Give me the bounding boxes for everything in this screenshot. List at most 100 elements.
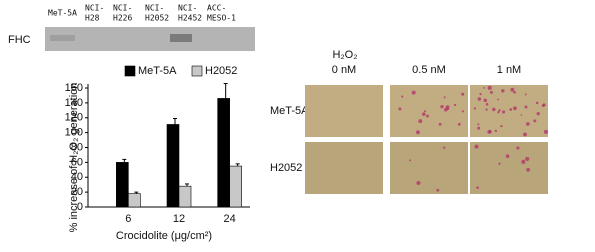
- blot-column-label: MeT-5A: [48, 9, 77, 18]
- stain-spot: [477, 123, 480, 126]
- micrograph: [305, 142, 383, 194]
- stain-spot: [461, 110, 465, 113]
- blot-strip: [45, 27, 255, 51]
- y-axis-label: % increase of H₂O₂ generation: [68, 83, 80, 233]
- blot-row-label: FHC: [8, 34, 31, 46]
- stain-spot: [422, 112, 426, 116]
- stain-spot: [513, 106, 517, 111]
- blot-column-label: MESO-1: [207, 14, 236, 23]
- stain-spot: [416, 181, 421, 186]
- y-tick-label: 80: [71, 141, 83, 153]
- micrograph-column-label: 1 nM: [497, 64, 521, 76]
- stain-spot: [436, 188, 440, 192]
- stain-spot: [524, 93, 527, 96]
- stain-spot: [442, 146, 446, 149]
- stain-spot: [525, 156, 530, 161]
- micrograph-column-label: 0 nM: [332, 64, 356, 76]
- blot-column-label: H2452: [178, 14, 202, 23]
- stain-spot: [543, 129, 549, 134]
- stain-spot: [536, 111, 540, 116]
- y-tick-label: 160: [65, 82, 83, 94]
- stain-spot: [443, 96, 446, 99]
- stain-spot: [418, 119, 423, 124]
- stain-spot: [497, 111, 500, 114]
- x-axis-label: Crocidolite (μg/cm²): [116, 230, 212, 242]
- blot-column-label: H226: [113, 14, 132, 23]
- stain-spot: [401, 95, 404, 98]
- stain-spot: [520, 114, 523, 116]
- blot-columns: MeT-5ANCI-H28NCI-H226NCI-H2052NCI-H2452A…: [48, 4, 236, 23]
- stain-spot: [513, 90, 516, 94]
- stain-spot: [461, 92, 465, 96]
- stain-spot: [453, 103, 457, 107]
- stain-spot: [510, 87, 515, 92]
- micrograph-header: H₂O₂: [332, 49, 357, 61]
- blot-column-label: NCI-: [85, 4, 104, 13]
- stain-spot: [523, 132, 527, 137]
- bar: [128, 193, 141, 208]
- stain-spot: [524, 105, 528, 109]
- stain-spot: [542, 103, 546, 107]
- stain-spot: [535, 101, 539, 105]
- bar: [229, 165, 242, 208]
- blot-column-label: H28: [85, 14, 100, 23]
- stain-spot: [516, 146, 520, 150]
- bar: [178, 185, 192, 208]
- micrograph: [470, 85, 548, 137]
- stain-spot: [533, 119, 537, 123]
- stain-spot: [415, 130, 420, 135]
- x-tick-label: 24: [224, 213, 236, 225]
- micrograph: [305, 85, 383, 137]
- legend-swatch: [124, 65, 136, 77]
- bar: [217, 98, 230, 208]
- stain-spot: [521, 159, 526, 164]
- stain-spot: [485, 108, 488, 111]
- y-tick-label: 40: [71, 171, 83, 183]
- stain-spot: [489, 90, 493, 94]
- stain-spot: [457, 122, 461, 126]
- micrograph: [390, 142, 468, 194]
- stain-spot: [498, 162, 501, 165]
- stain-spot: [526, 122, 530, 126]
- stain-spot: [485, 102, 489, 106]
- stain-spot: [398, 107, 402, 111]
- blot-column-label: H2052: [145, 14, 169, 23]
- blot-column-label: NCI-: [178, 4, 197, 13]
- stain-spot: [479, 92, 482, 96]
- stain-spot: [477, 97, 482, 101]
- x-tick-label: 12: [173, 213, 185, 225]
- stain-spot: [409, 159, 412, 162]
- stain-spot: [426, 114, 429, 118]
- micrograph-column-label: 0.5 nM: [412, 64, 446, 76]
- y-tick-label: 0: [77, 201, 83, 213]
- legend-label: H2052: [205, 65, 237, 77]
- bar: [116, 162, 129, 208]
- stain-spot: [483, 98, 488, 103]
- stain-spot: [492, 107, 496, 112]
- micrograph-row-label: MeT-5A: [270, 105, 309, 117]
- stain-spot: [502, 110, 506, 114]
- legend-label: MeT-5A: [138, 65, 177, 77]
- stain-spot: [474, 144, 479, 149]
- stain-spot: [411, 90, 416, 95]
- y-tick-label: 20: [71, 186, 83, 198]
- micrograph: [470, 142, 548, 194]
- y-tick-label: 140: [65, 97, 83, 109]
- bar: [166, 124, 180, 208]
- stain-spot: [526, 168, 531, 172]
- blot-band: [170, 34, 192, 42]
- micrograph-row-label: H2052: [270, 162, 302, 174]
- blot-column-label: NCI-: [145, 4, 164, 13]
- blot-column-label: ACC-: [207, 4, 226, 13]
- stain-spot: [438, 122, 442, 126]
- x-tick-label: 6: [125, 213, 131, 225]
- micrograph: [390, 85, 468, 137]
- stain-spot: [494, 129, 498, 133]
- y-tick-label: 100: [65, 127, 83, 139]
- stain-spot: [498, 109, 501, 112]
- stain-spot: [487, 85, 492, 90]
- stain-spot: [500, 124, 503, 128]
- blot-band: [50, 35, 75, 41]
- stain-spot: [476, 186, 479, 189]
